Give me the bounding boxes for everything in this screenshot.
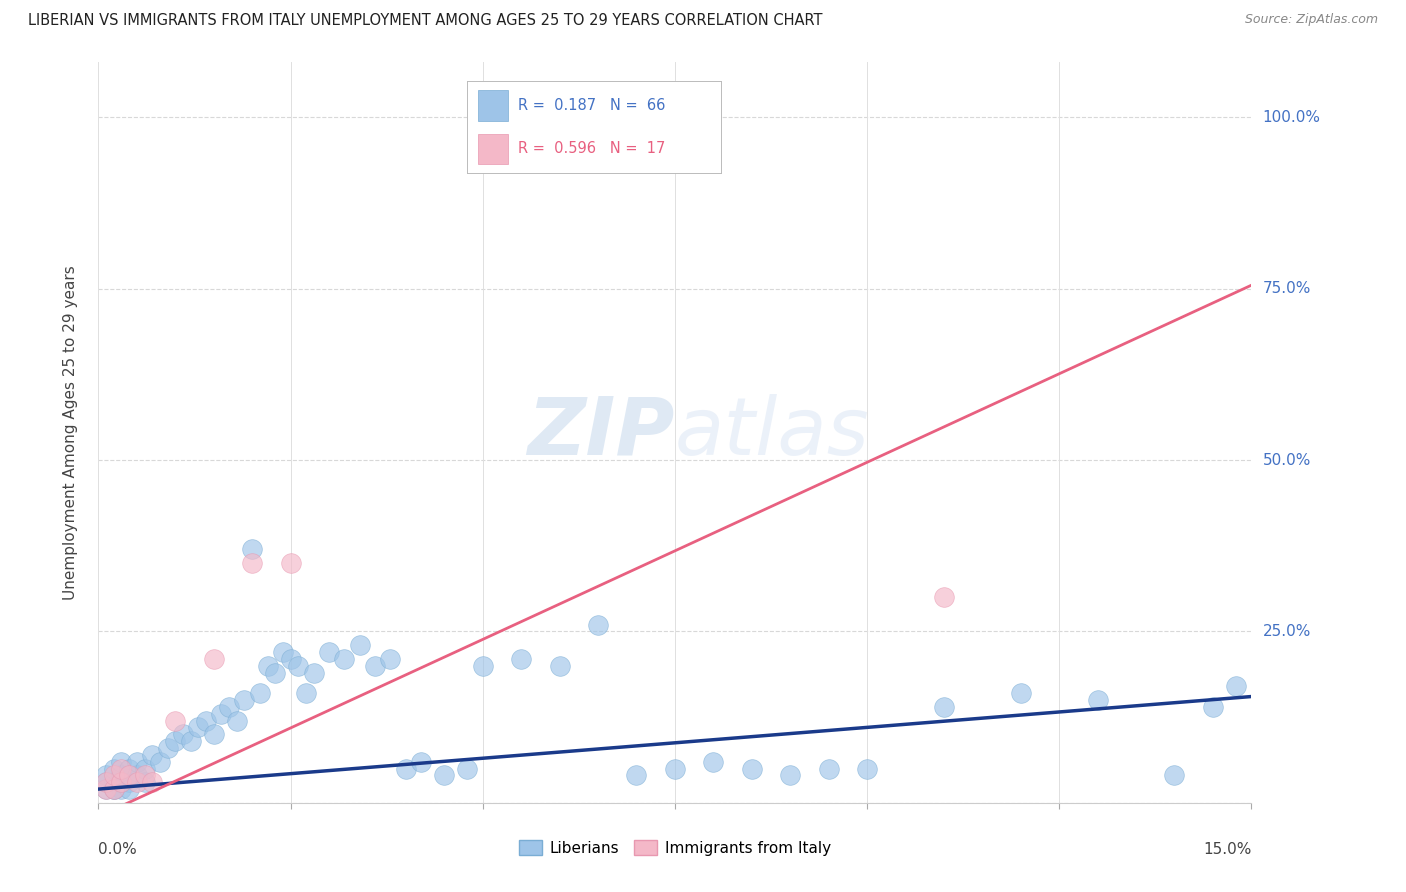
Point	[318, 645, 340, 659]
Point	[280, 652, 302, 666]
Text: 75.0%: 75.0%	[1263, 281, 1310, 296]
Point	[103, 768, 125, 782]
Point	[256, 658, 278, 673]
Point	[110, 762, 132, 776]
Point	[856, 762, 879, 776]
Point	[125, 755, 148, 769]
Point	[94, 782, 117, 797]
Point	[287, 658, 309, 673]
Point	[280, 556, 302, 570]
Point	[548, 658, 571, 673]
Point	[149, 755, 172, 769]
Point	[456, 762, 478, 776]
Point	[333, 652, 356, 666]
Point	[586, 110, 609, 124]
Text: 100.0%: 100.0%	[1263, 110, 1320, 125]
Point	[118, 762, 141, 776]
Text: 15.0%: 15.0%	[1204, 842, 1251, 856]
Point	[94, 775, 117, 789]
Point	[156, 741, 179, 756]
Point	[110, 768, 132, 782]
Point	[94, 768, 117, 782]
Point	[103, 782, 125, 797]
Point	[118, 768, 141, 782]
Point	[125, 768, 148, 782]
Point	[395, 762, 418, 776]
Point	[1225, 679, 1247, 693]
Point	[932, 590, 955, 604]
Text: R =  0.187   N =  66: R = 0.187 N = 66	[517, 98, 665, 113]
Text: LIBERIAN VS IMMIGRANTS FROM ITALY UNEMPLOYMENT AMONG AGES 25 TO 29 YEARS CORRELA: LIBERIAN VS IMMIGRANTS FROM ITALY UNEMPL…	[28, 13, 823, 29]
Text: ZIP: ZIP	[527, 393, 675, 472]
Point	[165, 734, 187, 748]
Point	[202, 652, 225, 666]
Point	[118, 775, 141, 789]
Point	[209, 706, 232, 721]
Point	[110, 775, 132, 789]
Text: 25.0%: 25.0%	[1263, 624, 1310, 639]
Point	[172, 727, 194, 741]
Point	[110, 782, 132, 797]
Point	[302, 665, 325, 680]
Point	[264, 665, 287, 680]
Point	[94, 775, 117, 789]
Point	[103, 775, 125, 789]
Point	[141, 775, 163, 789]
Point	[1163, 768, 1185, 782]
Point	[187, 720, 209, 734]
Point	[134, 775, 156, 789]
Point	[626, 110, 648, 124]
Bar	[478, 90, 508, 120]
Point	[240, 542, 263, 557]
Point	[165, 714, 187, 728]
Point	[195, 714, 218, 728]
Point	[471, 658, 494, 673]
Point	[586, 617, 609, 632]
Point	[110, 755, 132, 769]
Point	[134, 762, 156, 776]
Point	[225, 714, 247, 728]
Point	[103, 782, 125, 797]
Text: 0.0%: 0.0%	[98, 842, 138, 856]
Point	[202, 727, 225, 741]
Point	[118, 782, 141, 797]
Point	[510, 652, 533, 666]
Point	[779, 768, 801, 782]
Point	[103, 762, 125, 776]
Point	[1010, 686, 1032, 700]
Text: atlas: atlas	[675, 393, 870, 472]
Point	[664, 762, 686, 776]
Point	[626, 768, 648, 782]
Point	[932, 699, 955, 714]
Point	[233, 693, 256, 707]
Point	[364, 658, 387, 673]
Point	[349, 638, 371, 652]
Point	[380, 652, 402, 666]
Point	[702, 755, 724, 769]
Point	[141, 747, 163, 762]
Point	[1202, 699, 1225, 714]
Point	[125, 775, 148, 789]
Point	[295, 686, 318, 700]
Bar	[478, 134, 508, 164]
Text: R =  0.596   N =  17: R = 0.596 N = 17	[517, 142, 665, 156]
Text: 50.0%: 50.0%	[1263, 452, 1310, 467]
Point	[433, 768, 456, 782]
Point	[817, 762, 839, 776]
Point	[411, 755, 433, 769]
Point	[134, 768, 156, 782]
Point	[249, 686, 271, 700]
Point	[94, 782, 117, 797]
Point	[110, 775, 132, 789]
Point	[271, 645, 294, 659]
Point	[180, 734, 202, 748]
Point	[1087, 693, 1109, 707]
Point	[741, 762, 763, 776]
Y-axis label: Unemployment Among Ages 25 to 29 years: Unemployment Among Ages 25 to 29 years	[63, 265, 77, 600]
Text: Source: ZipAtlas.com: Source: ZipAtlas.com	[1244, 13, 1378, 27]
Legend: Liberians, Immigrants from Italy: Liberians, Immigrants from Italy	[513, 834, 837, 862]
Point	[218, 699, 240, 714]
Point	[103, 782, 125, 797]
Point	[240, 556, 263, 570]
